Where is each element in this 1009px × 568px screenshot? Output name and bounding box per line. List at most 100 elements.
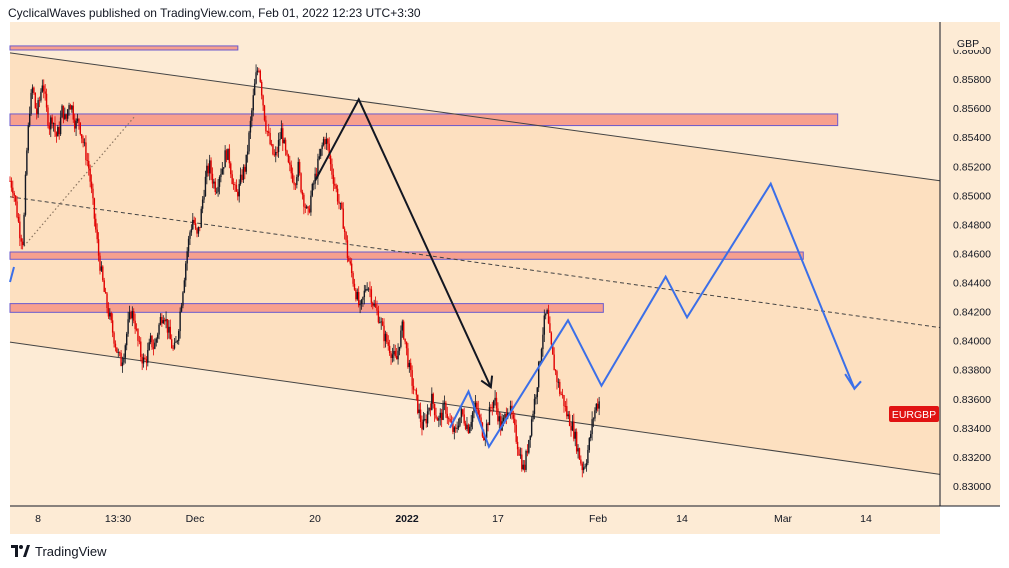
candle-body: [446, 413, 448, 419]
candle-body: [535, 397, 537, 399]
candle-body: [588, 438, 591, 450]
candle-body: [27, 125, 29, 151]
candle-body: [64, 114, 66, 119]
candle-body: [480, 417, 482, 423]
candle-body: [234, 184, 236, 186]
candle-body: [283, 139, 285, 144]
candle-body: [394, 350, 396, 356]
candle-body: [334, 183, 336, 186]
dotted-trend-line[interactable]: [23, 115, 137, 247]
candle-body: [124, 345, 126, 358]
top-zone[interactable]: [9, 45, 239, 51]
candle-body: [154, 342, 156, 349]
price-chart[interactable]: 0.860000.858000.856000.854000.852000.850…: [0, 22, 1009, 536]
candle-body: [303, 194, 305, 207]
candle-body: [457, 425, 460, 429]
candle-body: [490, 407, 492, 408]
candle-body: [196, 228, 198, 234]
candle-body: [120, 353, 122, 367]
candle-body: [359, 304, 361, 306]
candle-body: [435, 415, 437, 419]
time-tick-label: 2022: [395, 513, 419, 525]
candle-body: [76, 118, 79, 121]
candle-body: [263, 105, 266, 121]
candle-body: [522, 464, 524, 470]
candle-body: [201, 199, 204, 209]
candle-body: [445, 402, 447, 414]
annotations[interactable]: [9, 97, 862, 450]
price-tick-label: 0.84200: [953, 307, 991, 319]
candle-body: [230, 163, 232, 175]
candle-body: [561, 394, 564, 396]
candle-body: [580, 459, 582, 464]
candle-body: [59, 117, 62, 135]
candle-body: [398, 346, 401, 351]
candle-body: [380, 321, 382, 323]
candle-body: [310, 195, 312, 213]
price-axis-background[interactable]: [940, 22, 1000, 506]
upper-zone[interactable]: [9, 113, 839, 127]
candle-body: [431, 393, 433, 410]
time-axis[interactable]: 8 13:30 Dec 20 2022 17 Feb 14 Mar 14: [35, 513, 872, 525]
symbol-badge[interactable]: EURGBP: [889, 406, 939, 422]
candle-body: [456, 428, 458, 429]
lower-zone[interactable]: [9, 303, 604, 313]
candle-body: [24, 174, 27, 215]
candle-body: [400, 330, 402, 347]
candle-body: [255, 72, 257, 84]
candle-body: [488, 407, 491, 426]
candle-body: [242, 166, 245, 180]
candle-body: [298, 161, 301, 174]
candle-body: [539, 361, 541, 363]
candle-body: [138, 340, 141, 342]
candle-body: [259, 70, 261, 82]
black-arrow-path[interactable]: [314, 97, 492, 388]
price-axis[interactable]: 0.860000.858000.856000.854000.852000.850…: [953, 45, 991, 493]
candle-body: [100, 266, 103, 271]
time-axis-background[interactable]: [10, 506, 940, 534]
candle-body: [467, 424, 470, 434]
candle-body: [367, 288, 370, 290]
middle-zone[interactable]: [9, 251, 804, 260]
currency-box: [954, 36, 982, 50]
candle-body: [594, 410, 596, 419]
candle-body: [44, 91, 46, 94]
price-tick-label: 0.85400: [953, 132, 991, 144]
price-tick-label: 0.83800: [953, 365, 991, 377]
candle-body: [293, 181, 295, 185]
candle-body: [590, 434, 592, 439]
candle-body: [395, 355, 398, 360]
candle-body: [102, 266, 104, 281]
candle-body: [279, 138, 281, 141]
price-tick-label: 0.85000: [953, 190, 991, 202]
candle-body: [128, 312, 131, 320]
projection-path[interactable]: [448, 181, 862, 450]
candle-body: [504, 413, 506, 418]
candle-body: [571, 421, 574, 431]
candle-body: [215, 191, 218, 193]
candle-body: [491, 407, 493, 409]
candle-body: [210, 160, 212, 174]
candle-body: [172, 348, 174, 349]
candle-body: [529, 435, 531, 440]
channel-upper-line[interactable]: [9, 52, 941, 182]
candle-body: [130, 312, 132, 319]
currency-label: GBP: [957, 38, 979, 50]
candle-body: [366, 289, 368, 290]
candle-body: [85, 142, 87, 161]
time-tick-label: 13:30: [105, 513, 131, 525]
candle-body: [418, 409, 420, 414]
candle-body: [372, 302, 374, 306]
candle-body: [483, 436, 485, 440]
candle-body: [270, 144, 273, 145]
candle-body: [244, 166, 246, 172]
supply-demand-zones[interactable]: [9, 45, 839, 313]
candle-body: [117, 352, 119, 354]
candle-body: [449, 418, 451, 422]
channel-mid-line[interactable]: [9, 196, 941, 329]
candle-body: [221, 168, 224, 175]
candle-body: [175, 341, 177, 343]
candle-body: [560, 393, 562, 395]
tradingview-footer[interactable]: TradingView: [10, 541, 107, 561]
candle-body: [282, 128, 284, 144]
